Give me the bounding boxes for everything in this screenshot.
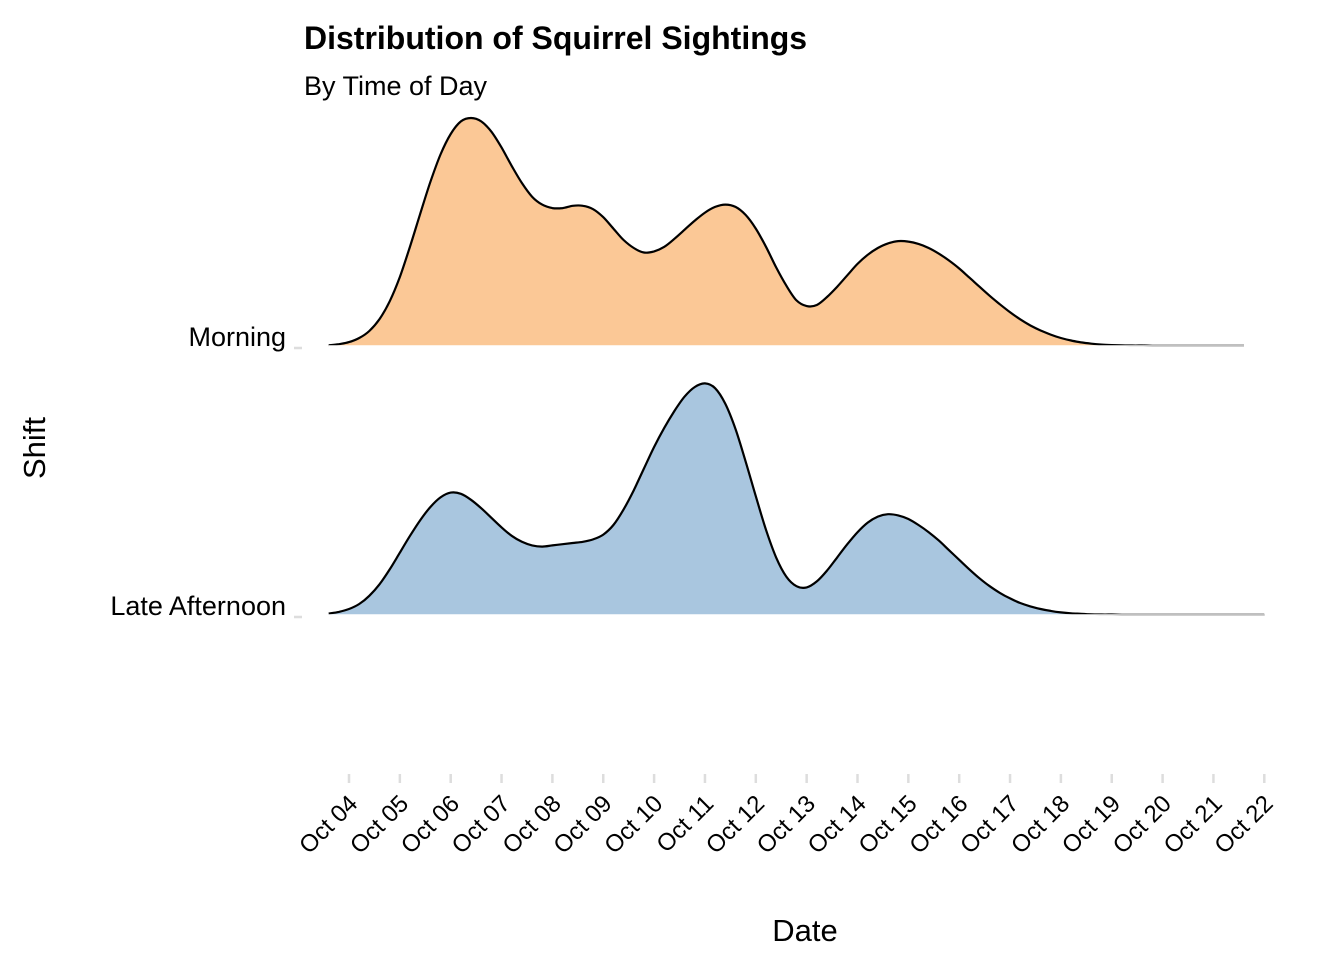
x-axis-label: Date xyxy=(772,913,837,948)
ridge-outline-morning xyxy=(328,116,1244,347)
ridges xyxy=(328,116,1265,616)
ridge-fill-late-afternoon xyxy=(328,383,1265,615)
ridge-morning xyxy=(328,116,1244,347)
y-tick-label: Late Afternoon xyxy=(110,591,286,621)
y-axis-label: Shift xyxy=(17,417,52,479)
x-tick-label: Oct 22 xyxy=(1209,790,1278,859)
chart-subtitle: By Time of Day xyxy=(304,71,488,101)
ridge-late-afternoon xyxy=(328,382,1265,616)
ridge-fill-morning xyxy=(328,118,1244,346)
x-tick-label: Oct 10 xyxy=(599,790,668,859)
y-tick-label: Morning xyxy=(188,322,286,352)
chart-title: Distribution of Squirrel Sightings xyxy=(304,20,807,56)
y-axis: Morning Late Afternoon xyxy=(110,322,302,621)
